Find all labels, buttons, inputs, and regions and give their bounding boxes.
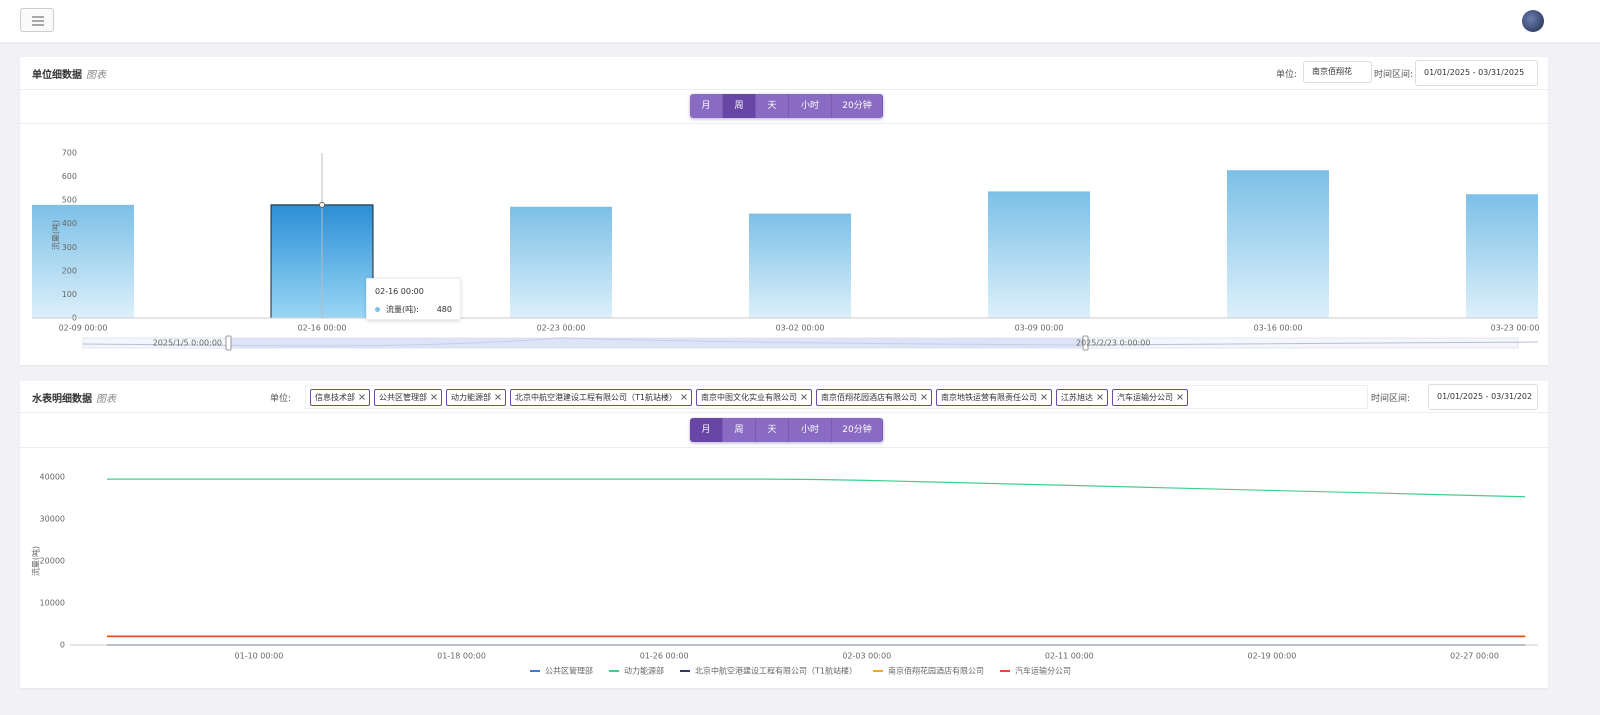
granularity-group: 月周天小时 20分钟 (690, 94, 883, 118)
tag-text: 南京佰翔花园酒店有限公司 (820, 392, 917, 402)
granularity-button[interactable]: 月 (690, 418, 723, 442)
close-icon (495, 394, 501, 400)
granularity-group: 月周天小时 20分钟 (690, 418, 883, 442)
close-icon (921, 394, 927, 400)
close-icon (1177, 394, 1183, 400)
title-text: 单位细数据 (32, 70, 82, 81)
tag-text: 江苏旭达 (1060, 392, 1093, 402)
granularity-button[interactable]: 20分钟 (832, 94, 883, 118)
tag-text: 信息技术部 (315, 392, 355, 402)
unit-tag[interactable]: 南京中图文化实业有限公司 (695, 388, 812, 406)
granularity-button[interactable]: 周 (723, 418, 756, 442)
tag-text: 南京地铁运营有限责任公司 (940, 392, 1037, 402)
divider (20, 412, 1548, 413)
time-label: 时间区间: (1371, 394, 1411, 404)
time-range[interactable]: 01/01/2025 - 03/31/2025 (1415, 60, 1538, 86)
tag-close[interactable] (431, 394, 437, 400)
close-icon (681, 394, 687, 400)
tag-close[interactable] (681, 394, 687, 400)
tag-text: 公共区管理部 (379, 392, 427, 402)
granularity-button[interactable]: 小时 (789, 418, 832, 442)
tag-text: 北京中航空港建设工程有限公司（T1航站楼） (515, 392, 677, 402)
close-icon (801, 394, 807, 400)
unit-tag[interactable]: 江苏旭达 (1055, 388, 1108, 406)
divider (20, 123, 1548, 124)
unit-select[interactable]: 南京佰翔花 (1303, 61, 1372, 83)
unit-tag[interactable]: 信息技术部 (310, 388, 370, 406)
close-icon (1041, 394, 1047, 400)
tooltip-title: 02-16 00:00 (375, 287, 424, 296)
tooltip-dot (375, 307, 380, 312)
panel-title: 水表明细数据 图表 (32, 390, 116, 405)
tag-close[interactable] (495, 394, 501, 400)
tag-text: 南京中图文化实业有限公司 (700, 392, 797, 402)
unit-tag[interactable]: 南京地铁运营有限责任公司 (935, 388, 1052, 406)
unit-tag[interactable]: 汽车运输分公司 (1111, 388, 1188, 406)
time-range[interactable]: 01/01/2025 - 03/31/202 (1428, 384, 1538, 410)
unit-tags: 信息技术部 公共区管理部 动力能源部 北京中航空港建设工程有限公司（T1航站楼） 南京中… (305, 385, 1368, 409)
close-icon (1097, 394, 1103, 400)
unit-label: 单位: (1276, 70, 1298, 80)
tag-close[interactable] (359, 394, 365, 400)
granularity-button[interactable]: 20分钟 (832, 418, 883, 442)
title-text: 水表明细数据 (32, 394, 92, 405)
unit-tag[interactable]: 动力能源部 (446, 388, 506, 406)
menu-icon (32, 16, 44, 26)
tag-text: 动力能源部 (451, 392, 491, 402)
unit-tag[interactable]: 北京中航空港建设工程有限公司（T1航站楼） (510, 388, 692, 406)
granularity-button[interactable]: 周 (723, 94, 756, 118)
tag-close[interactable] (1097, 394, 1103, 400)
tooltip: 02-16 00:00 流量(吨): 480 (366, 278, 461, 320)
menu-button[interactable] (20, 8, 54, 32)
subtitle-text: 图表 (96, 394, 116, 405)
unit-label: 单位: (270, 394, 292, 404)
divider (20, 89, 1548, 90)
granularity-button[interactable]: 小时 (789, 94, 832, 118)
top-bar (0, 0, 1600, 42)
tooltip-value: 480 (436, 305, 452, 314)
tag-close[interactable] (1041, 394, 1047, 400)
avatar[interactable] (1522, 10, 1544, 32)
time-label: 时间区间: (1374, 70, 1414, 80)
unit-tag[interactable]: 南京佰翔花园酒店有限公司 (815, 388, 932, 406)
tooltip-label: 流量(吨): (386, 305, 419, 314)
granularity-button[interactable]: 月 (690, 94, 723, 118)
divider (20, 447, 1548, 448)
close-icon (431, 394, 437, 400)
close-icon (359, 394, 365, 400)
granularity-button[interactable]: 天 (756, 94, 789, 118)
unit-tag[interactable]: 公共区管理部 (374, 388, 442, 406)
granularity-button[interactable]: 天 (756, 418, 789, 442)
subtitle-text: 图表 (86, 70, 106, 81)
panel-title: 单位细数据 图表 (32, 66, 106, 81)
tag-close[interactable] (1177, 394, 1183, 400)
tag-text: 汽车运输分公司 (1116, 392, 1173, 402)
tag-close[interactable] (801, 394, 807, 400)
tooltip-row: 流量(吨): 480 (375, 304, 452, 315)
tag-close[interactable] (921, 394, 927, 400)
